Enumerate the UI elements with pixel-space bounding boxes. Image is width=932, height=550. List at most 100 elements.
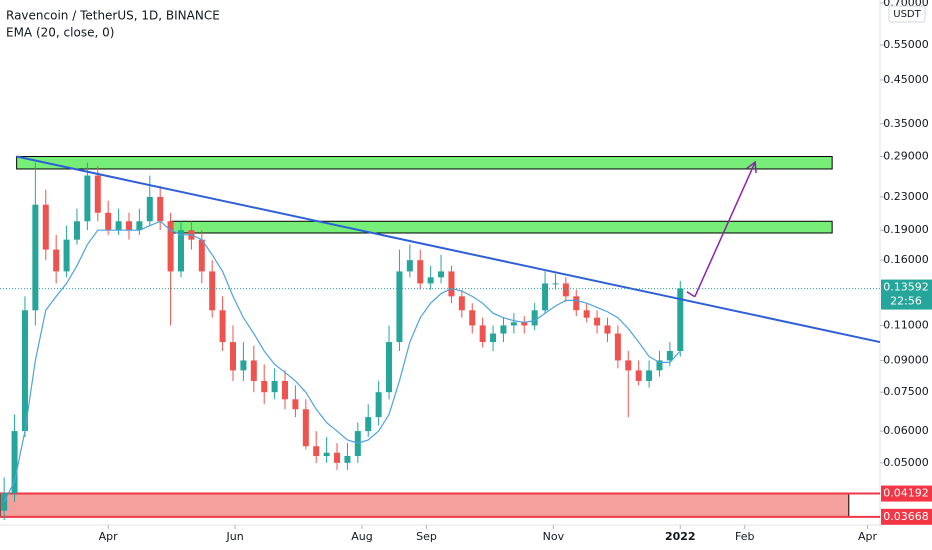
candle-body — [448, 271, 455, 297]
candle-body — [510, 322, 517, 326]
candle-body — [11, 431, 18, 494]
last-price-box — [881, 279, 932, 310]
y-tick-label: 0.16000 — [883, 253, 929, 266]
candle-body — [666, 350, 673, 361]
y-tick-label: 0.55000 — [883, 38, 929, 51]
candle-body — [32, 204, 39, 311]
candle-body — [323, 452, 330, 457]
x-tick-label: Apr — [858, 530, 878, 543]
y-tick-label: 0.09000 — [883, 353, 929, 366]
candle-body — [219, 310, 226, 343]
level-label-box — [881, 485, 932, 502]
candle-body — [490, 333, 497, 343]
candle-body — [157, 196, 164, 222]
candle-body — [94, 175, 101, 213]
candle-body — [240, 360, 247, 371]
candle-body — [614, 333, 621, 361]
candle-body — [42, 204, 49, 250]
unit-box — [888, 5, 926, 23]
candle-body — [250, 360, 257, 381]
y-tick-label: 0.19000 — [883, 223, 929, 236]
candle-body — [552, 283, 559, 285]
candle-body — [292, 399, 299, 410]
candle-body — [479, 325, 486, 343]
candle-body — [73, 221, 80, 240]
candle-body — [458, 296, 465, 311]
candle-body — [521, 322, 528, 326]
y-tick-label: 0.70000 — [883, 0, 929, 9]
trendline — [16, 155, 881, 344]
candle-body — [84, 175, 91, 222]
y-tick-label: 0.35000 — [883, 117, 929, 130]
x-tick-label: Nov — [543, 530, 565, 543]
x-tick-label: 2022 — [665, 530, 696, 543]
countdown-label: 22:56 — [890, 295, 922, 308]
candle-body — [177, 230, 184, 272]
candle-body — [542, 283, 549, 311]
candle-body — [136, 221, 143, 231]
last-price-label: 0.13592 — [883, 281, 929, 294]
candle-body — [386, 342, 393, 393]
y-tick-label: 0.07500 — [883, 385, 929, 398]
zone — [0, 493, 850, 518]
y-tick-label: 0.45000 — [883, 73, 929, 86]
chart-title: Ravencoin / TetherUS, 1D, BINANCE — [6, 9, 220, 23]
x-tick-label: Sep — [416, 530, 437, 543]
y-tick-label: 0.06000 — [883, 424, 929, 437]
candle-body — [365, 417, 372, 432]
candle-body — [677, 288, 684, 351]
candle-body — [146, 196, 153, 222]
candle-body — [282, 380, 289, 400]
candle-body — [562, 283, 569, 297]
ema-line — [3, 220, 681, 503]
candle-body — [313, 446, 320, 457]
level-label: 0.04192 — [883, 487, 929, 500]
axes: 0.70000 0.55000 0.45000 0.35000 0.29000 0.230… — [99, 0, 932, 543]
y-tick-label: 0.23000 — [883, 190, 929, 203]
candle-body — [261, 380, 268, 393]
candle-body — [167, 221, 174, 272]
candle-body — [635, 370, 642, 381]
candle-body — [198, 239, 205, 272]
zone — [170, 220, 833, 234]
level-label-box — [881, 508, 932, 525]
candle-body — [209, 271, 216, 311]
arrow-tail — [686, 291, 696, 298]
candle-body — [604, 325, 611, 334]
candle-body — [375, 392, 382, 418]
candle-body — [53, 249, 60, 272]
candle-body — [583, 310, 590, 318]
candle-body — [406, 260, 413, 272]
candle-body — [115, 221, 122, 231]
indicator-legend: EMA (20, close, 0) — [6, 26, 114, 40]
candle-body — [21, 310, 28, 432]
zone — [16, 156, 833, 170]
y-tick-label: 0.05000 — [883, 456, 929, 469]
candle-body — [656, 360, 663, 371]
candle-body — [271, 380, 278, 393]
level-label: 0.03668 — [883, 510, 929, 523]
candle-body — [302, 409, 309, 447]
candle-body — [334, 452, 341, 463]
candle-body — [105, 212, 112, 231]
candle-body — [396, 271, 403, 343]
candle-body — [469, 310, 476, 326]
candle-body — [573, 296, 580, 311]
candle-body — [125, 221, 132, 231]
candle-body — [230, 342, 237, 371]
candle-body — [417, 260, 424, 284]
candle-body — [1, 493, 8, 511]
x-tick-label: Jun — [225, 530, 243, 543]
y-tick-label: 0.11000 — [883, 318, 929, 331]
arrow-head — [745, 160, 757, 174]
x-tick-label: Feb — [735, 530, 754, 543]
candle-body — [63, 239, 70, 272]
candle-body — [646, 370, 653, 381]
x-tick-label: Apr — [99, 530, 119, 543]
x-tick-label: Aug — [351, 530, 372, 543]
y-tick-label: 0.29000 — [883, 150, 929, 163]
arrow-shaft — [694, 161, 756, 298]
candle-body — [500, 325, 507, 334]
